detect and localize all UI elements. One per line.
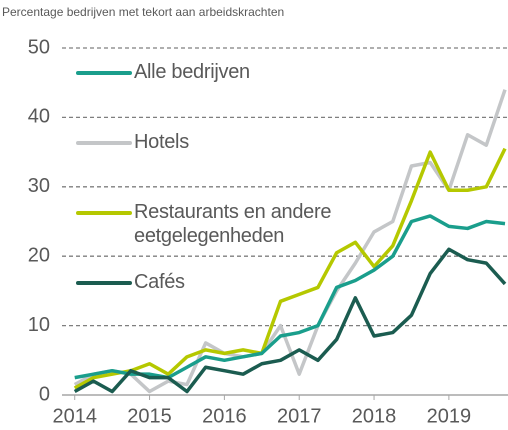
chart-title: Percentage bedrijven met tekort aan arbe… [2, 5, 284, 19]
x-tick-label: 2015 [127, 405, 172, 427]
y-tick-label: 10 [28, 314, 50, 336]
x-tick-label: 2016 [202, 405, 247, 427]
legend-label: Alle bedrijven [134, 61, 250, 83]
y-tick-label: 40 [28, 106, 50, 128]
legend-label: Hotels [134, 131, 189, 153]
legend-label: Restaurants en andere eetgelegenheden [134, 201, 332, 247]
y-tick-label: 50 [28, 36, 50, 58]
x-tick-label: 2017 [277, 405, 322, 427]
y-tick-label: 30 [28, 175, 50, 197]
x-tick-label: 2018 [352, 405, 397, 427]
x-tick-label: 2014 [52, 405, 97, 427]
x-tick-label: 2019 [427, 405, 472, 427]
series-line [73, 89, 507, 394]
legend-label: Cafés [134, 271, 185, 293]
series-line [73, 247, 507, 394]
series-line [73, 147, 507, 390]
series-line [74, 214, 506, 380]
y-tick-label: 0 [39, 383, 50, 405]
y-tick-label: 20 [28, 244, 50, 266]
